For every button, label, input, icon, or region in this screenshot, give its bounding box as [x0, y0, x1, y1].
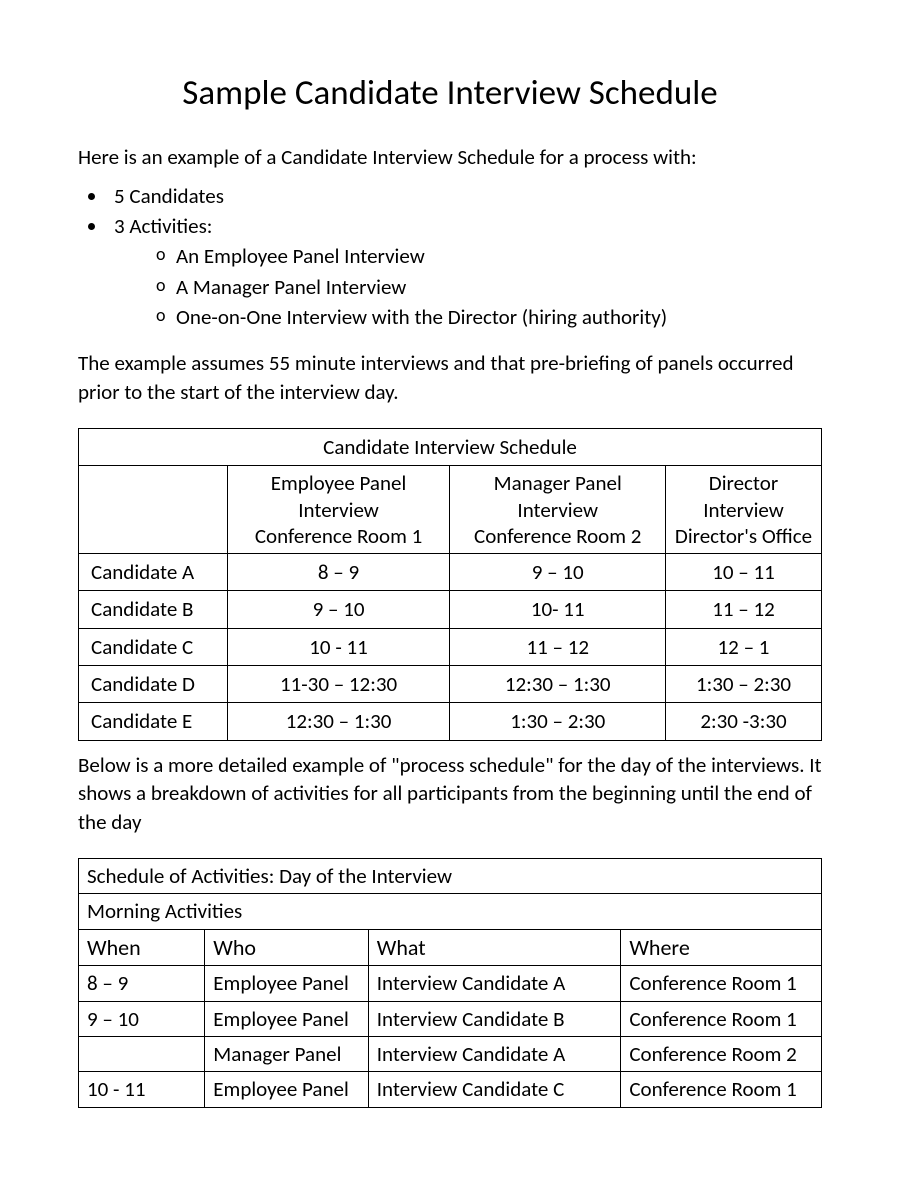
table-row: Candidate B 9 – 10 10- 11 11 – 12	[79, 591, 822, 628]
table2-subtitle: Morning Activities	[79, 894, 822, 929]
schedule-cell: 10 - 11	[227, 628, 450, 665]
sub-employee-panel: An Employee Panel Interview	[156, 242, 822, 270]
what-cell: Interview Candidate C	[368, 1072, 621, 1107]
who-cell: Manager Panel	[205, 1036, 368, 1071]
intro-bullets: 5 Candidates 3 Activities: An Employee P…	[78, 182, 822, 332]
table2-col-where: Where	[621, 929, 822, 966]
table-row: Manager Panel Interview Candidate A Conf…	[79, 1036, 822, 1071]
schedule-cell: 9 – 10	[450, 554, 665, 591]
table1-title: Candidate Interview Schedule	[79, 429, 822, 466]
col2-line1: Employee Panel Interview	[271, 470, 407, 522]
table-row: Candidate C 10 - 11 11 – 12 12 – 1	[79, 628, 822, 665]
when-cell: 9 – 10	[79, 1001, 205, 1036]
activities-schedule-table: Schedule of Activities: Day of the Inter…	[78, 858, 822, 1108]
schedule-cell: 10- 11	[450, 591, 665, 628]
what-cell: Interview Candidate A	[368, 966, 621, 1001]
candidate-cell: Candidate D	[79, 666, 228, 703]
sub-manager-panel: A Manager Panel Interview	[156, 273, 822, 301]
table2-col-what: What	[368, 929, 621, 966]
col4-line2: Director's Office	[675, 523, 812, 549]
page-title: Sample Candidate Interview Schedule	[78, 70, 822, 117]
table1-col4-header: Director Interview Director's Office	[665, 466, 821, 554]
who-cell: Employee Panel	[205, 1072, 368, 1107]
assumption-text: The example assumes 55 minute interviews…	[78, 349, 822, 406]
bullet-activities-label: 3 Activities:	[114, 213, 212, 239]
what-cell: Interview Candidate B	[368, 1001, 621, 1036]
where-cell: Conference Room 1	[621, 966, 822, 1001]
activities-sublist: An Employee Panel Interview A Manager Pa…	[114, 242, 822, 331]
schedule-cell: 11 – 12	[450, 628, 665, 665]
col2-line2: Conference Room 1	[255, 523, 422, 549]
schedule-cell: 8 – 9	[227, 554, 450, 591]
col3-line2: Conference Room 2	[474, 523, 641, 549]
schedule-cell: 10 – 11	[665, 554, 821, 591]
table1-col3-header: Manager Panel Interview Conference Room …	[450, 466, 665, 554]
table1-col2-header: Employee Panel Interview Conference Room…	[227, 466, 450, 554]
schedule-cell: 12:30 – 1:30	[227, 703, 450, 740]
schedule-cell: 9 – 10	[227, 591, 450, 628]
col4-line1: Director Interview	[703, 470, 784, 522]
schedule-cell: 11 – 12	[665, 591, 821, 628]
table-row: Candidate D 11-30 – 12:30 12:30 – 1:30 1…	[79, 666, 822, 703]
who-cell: Employee Panel	[205, 966, 368, 1001]
schedule-cell: 12 – 1	[665, 628, 821, 665]
table-row: Candidate A 8 – 9 9 – 10 10 – 11	[79, 554, 822, 591]
where-cell: Conference Room 2	[621, 1036, 822, 1071]
candidate-cell: Candidate A	[79, 554, 228, 591]
detail-intro: Below is a more detailed example of "pro…	[78, 751, 822, 836]
bullet-activities: 3 Activities: An Employee Panel Intervie…	[108, 212, 822, 331]
table1-col1-header	[79, 466, 228, 554]
table2-title: Schedule of Activities: Day of the Inter…	[79, 858, 822, 893]
schedule-cell: 2:30 -3:30	[665, 703, 821, 740]
candidate-cell: Candidate B	[79, 591, 228, 628]
schedule-cell: 1:30 – 2:30	[665, 666, 821, 703]
table2-col-who: Who	[205, 929, 368, 966]
bullet-candidates: 5 Candidates	[108, 182, 822, 210]
schedule-cell: 11-30 – 12:30	[227, 666, 450, 703]
candidate-schedule-table: Candidate Interview Schedule Employee Pa…	[78, 428, 822, 741]
where-cell: Conference Room 1	[621, 1072, 822, 1107]
table-row: 8 – 9 Employee Panel Interview Candidate…	[79, 966, 822, 1001]
who-cell: Employee Panel	[205, 1001, 368, 1036]
candidate-cell: Candidate C	[79, 628, 228, 665]
when-cell: 8 – 9	[79, 966, 205, 1001]
intro-text: Here is an example of a Candidate Interv…	[78, 143, 822, 171]
what-cell: Interview Candidate A	[368, 1036, 621, 1071]
table-row: 10 - 11 Employee Panel Interview Candida…	[79, 1072, 822, 1107]
col3-line1: Manager Panel Interview	[494, 470, 622, 522]
table2-col-when: When	[79, 929, 205, 966]
when-cell: 10 - 11	[79, 1072, 205, 1107]
schedule-cell: 12:30 – 1:30	[450, 666, 665, 703]
schedule-cell: 1:30 – 2:30	[450, 703, 665, 740]
sub-director: One-on-One Interview with the Director (…	[156, 303, 822, 331]
candidate-cell: Candidate E	[79, 703, 228, 740]
when-cell	[79, 1036, 205, 1071]
table-row: 9 – 10 Employee Panel Interview Candidat…	[79, 1001, 822, 1036]
table-row: Candidate E 12:30 – 1:30 1:30 – 2:30 2:3…	[79, 703, 822, 740]
where-cell: Conference Room 1	[621, 1001, 822, 1036]
